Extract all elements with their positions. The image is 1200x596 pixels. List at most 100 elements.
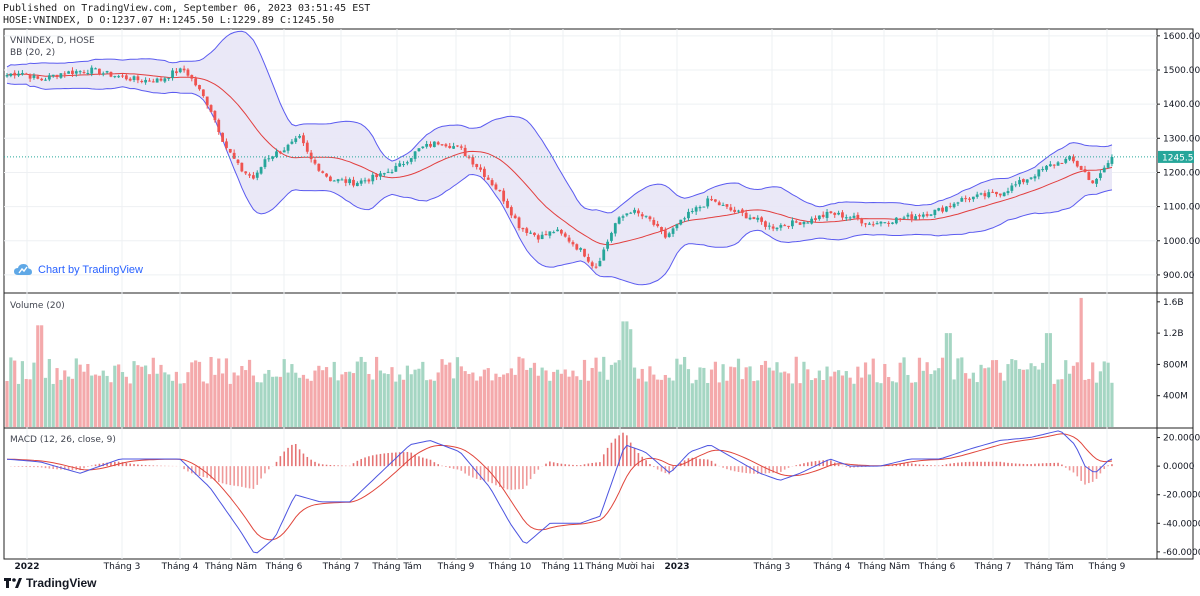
candle-body (386, 171, 390, 173)
candle-body (178, 68, 182, 73)
candle-body (252, 175, 255, 179)
volume-bar (825, 366, 829, 427)
candle-body (583, 248, 586, 257)
candle-body (864, 223, 867, 225)
candle-body (298, 135, 301, 138)
macd-histogram-bar (256, 466, 259, 485)
candle-body (679, 219, 683, 225)
volume-bar (170, 380, 175, 427)
macd-histogram-bar (479, 466, 482, 480)
candle-body (894, 217, 898, 224)
candle-body (332, 180, 336, 182)
macd-signal-line (7, 433, 1113, 541)
bollinger-title: BB (20, 2) (10, 48, 55, 58)
candle-body (228, 148, 232, 153)
candle-body (448, 145, 452, 148)
volume-bar (1071, 365, 1076, 427)
time-axis-label: Tháng Năm (204, 562, 257, 572)
candle-body (194, 78, 198, 86)
macd-histogram-bar (1045, 463, 1048, 467)
candle-body (817, 215, 821, 220)
volume-bar (555, 369, 560, 427)
candle-body (513, 215, 517, 219)
chart-by-tradingview-badge[interactable]: Chart by TradingView (14, 264, 143, 276)
tradingview-footer-logo[interactable]: TradingView (4, 576, 96, 590)
macd-histogram-bar (626, 435, 628, 467)
macd-histogram-bar (352, 463, 355, 467)
macd-tick-label: 0.0000 (1163, 462, 1195, 472)
volume-bar (702, 367, 706, 427)
volume-bar (736, 358, 741, 427)
volume-bar (1025, 369, 1029, 427)
price-tick-label: 1600.00 (1163, 32, 1200, 42)
volume-bar (952, 379, 956, 427)
volume-bar (471, 372, 475, 427)
candle-body (571, 242, 575, 245)
candle-body (409, 158, 413, 162)
candle-body (594, 266, 598, 268)
candle-body (706, 198, 710, 207)
volume-pane-title: Volume (20) (10, 301, 65, 311)
candle-body (860, 219, 864, 224)
volume-bar (40, 325, 44, 427)
volume-bar (733, 367, 737, 427)
volume-tick-label: 800M (1163, 360, 1188, 370)
candle-body (968, 198, 971, 200)
candle-body (198, 85, 201, 90)
macd-histogram-bar (67, 466, 70, 470)
header-ohlc: HOSE:VNINDEX, D O:1237.07 H:1245.50 L:12… (3, 15, 335, 26)
macd-histogram-bar (1018, 463, 1021, 467)
candle-body (918, 215, 921, 217)
volume-bar (698, 367, 702, 427)
candle-body (929, 214, 933, 216)
volume-bar (725, 380, 729, 427)
volume-bar (798, 383, 802, 427)
candle-body (205, 96, 209, 106)
candle-body (44, 79, 47, 81)
macd-histogram-bar (968, 461, 971, 467)
candle-body (1010, 185, 1014, 191)
volume-bar (960, 357, 964, 427)
volume-bar (617, 360, 621, 427)
macd-histogram-bar (591, 462, 593, 467)
macd-histogram-bar (1103, 466, 1106, 470)
candle-body (429, 143, 432, 147)
macd-histogram-bar (383, 453, 386, 467)
volume-bar (713, 361, 717, 427)
volume-bar (840, 375, 845, 427)
volume-bar (217, 358, 221, 427)
candle-body (471, 157, 475, 165)
volume-bar (894, 382, 898, 427)
candle-body (1033, 176, 1037, 179)
candle-body (144, 79, 147, 83)
price-tick-label: 1000.00 (1163, 237, 1200, 247)
volume-bar (67, 376, 71, 427)
macd-histogram-bar (645, 460, 647, 467)
macd-line (6, 430, 1113, 554)
candle-body (910, 214, 914, 219)
price-tick-label: 1500.00 (1163, 66, 1200, 76)
candle-body (698, 206, 702, 209)
candle-body (1072, 156, 1075, 162)
volume-bar (305, 378, 309, 427)
volume-bar (455, 357, 460, 427)
candle-body (486, 177, 490, 180)
candle-body (263, 159, 267, 168)
volume-bar (9, 357, 13, 427)
candle-body (563, 233, 567, 237)
volume-bar (144, 365, 148, 427)
volume-bar (228, 383, 232, 427)
candle-body (1064, 158, 1068, 163)
candle-body (136, 76, 140, 81)
macd-histogram-bar (221, 466, 224, 484)
candle-body (221, 132, 224, 142)
volume-bar (636, 378, 640, 427)
macd-histogram-bar (1091, 466, 1094, 482)
macd-histogram-bar (152, 465, 155, 467)
candle-body (159, 78, 163, 81)
candle-body (744, 212, 748, 219)
macd-histogram-bar (1095, 466, 1098, 479)
macd-histogram-bar (414, 454, 416, 467)
macd-histogram-bar (726, 466, 728, 470)
volume-bar (821, 380, 825, 427)
